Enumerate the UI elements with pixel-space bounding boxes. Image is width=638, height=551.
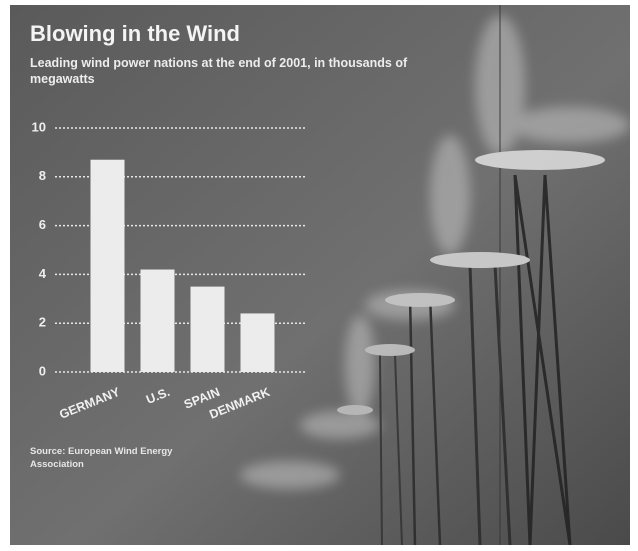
bar [240, 313, 275, 372]
chart-frame: 0 2 4 6 8 10 GERMANY U.S. SPAIN DENMARK Blowing i… [10, 5, 630, 545]
bar [140, 269, 175, 372]
y-tick-label: 2 [39, 315, 46, 330]
y-tick-label: 8 [39, 168, 46, 183]
chart-subtitle: Leading wind power nations at the end of… [30, 56, 408, 86]
turbines-photo [240, 5, 630, 545]
chart-title: Blowing in the Wind [30, 21, 240, 46]
source-note: Source: European Wind Energy Association [30, 446, 173, 470]
y-tick-label: 6 [39, 217, 46, 232]
y-tick-label: 0 [39, 363, 46, 378]
bar [190, 286, 225, 372]
bar [90, 159, 125, 372]
y-tick-label: 4 [39, 266, 47, 281]
y-tick-label: 10 [32, 119, 46, 134]
